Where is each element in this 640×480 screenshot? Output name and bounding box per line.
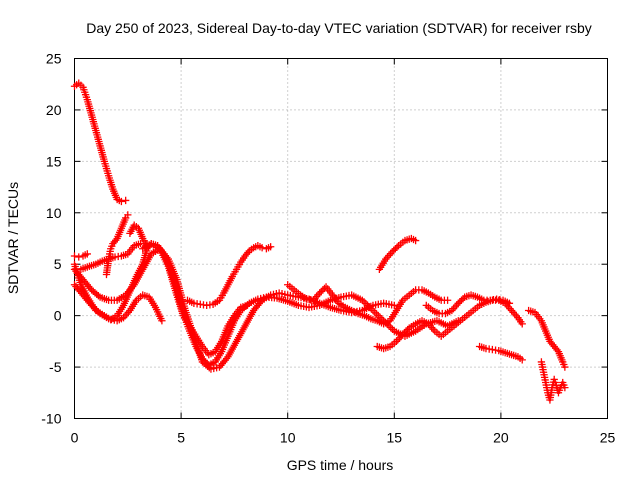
x-tick-label: 5 xyxy=(177,430,185,446)
tick-labels: 0 5 10 15 20 25 -10 -5 0 5 10 15 20 25 xyxy=(41,51,615,446)
y-tick-label: 25 xyxy=(46,51,62,67)
data-point xyxy=(518,356,526,364)
data-point xyxy=(122,196,130,205)
y-tick-label: -5 xyxy=(49,359,62,375)
data-point xyxy=(281,290,289,299)
data-point xyxy=(561,363,569,371)
x-axis-label: GPS time / hours xyxy=(287,457,394,473)
data-point xyxy=(551,378,559,387)
data-points xyxy=(70,79,569,404)
y-tick-label: 5 xyxy=(54,256,62,272)
data-point xyxy=(75,253,83,261)
data-point xyxy=(411,236,420,245)
data-point xyxy=(269,290,278,299)
data-point xyxy=(258,244,266,252)
data-point xyxy=(278,290,286,298)
y-axis-label: SDTVAR / TECUs xyxy=(5,182,21,294)
x-tick-label: 20 xyxy=(493,430,509,446)
data-point xyxy=(124,211,132,219)
data-point xyxy=(83,250,91,258)
y-tick-label: 10 xyxy=(46,205,62,221)
data-point xyxy=(210,364,218,373)
chart-title: Day 250 of 2023, Sidereal Day-to-day VTE… xyxy=(86,20,592,36)
y-tick-label: 15 xyxy=(46,153,62,169)
data-point xyxy=(266,243,275,251)
y-tick-label: 20 xyxy=(46,102,62,118)
data-point xyxy=(70,252,79,260)
ticks xyxy=(74,58,608,419)
data-point xyxy=(443,296,452,304)
data-point xyxy=(505,299,514,307)
grid xyxy=(74,58,608,419)
y-tick-label: 0 xyxy=(54,308,62,324)
data-point xyxy=(561,383,569,392)
x-tick-label: 25 xyxy=(600,430,616,446)
data-point xyxy=(207,365,215,373)
y-tick-label: -10 xyxy=(41,411,61,427)
data-point xyxy=(254,295,262,303)
data-point xyxy=(212,364,221,372)
data-point xyxy=(390,301,398,310)
data-point xyxy=(107,315,116,324)
plot-frame xyxy=(74,58,608,419)
x-tick-label: 0 xyxy=(71,430,79,446)
data-point xyxy=(272,290,280,298)
data-point xyxy=(266,291,275,299)
data-point xyxy=(518,320,526,328)
data-point xyxy=(550,375,558,384)
x-tick-label: 15 xyxy=(387,430,403,446)
data-point xyxy=(158,317,166,325)
data-point xyxy=(275,289,283,297)
data-point xyxy=(243,301,251,310)
data-point xyxy=(117,197,126,206)
data-point xyxy=(104,315,113,323)
x-tick-label: 10 xyxy=(280,430,296,446)
